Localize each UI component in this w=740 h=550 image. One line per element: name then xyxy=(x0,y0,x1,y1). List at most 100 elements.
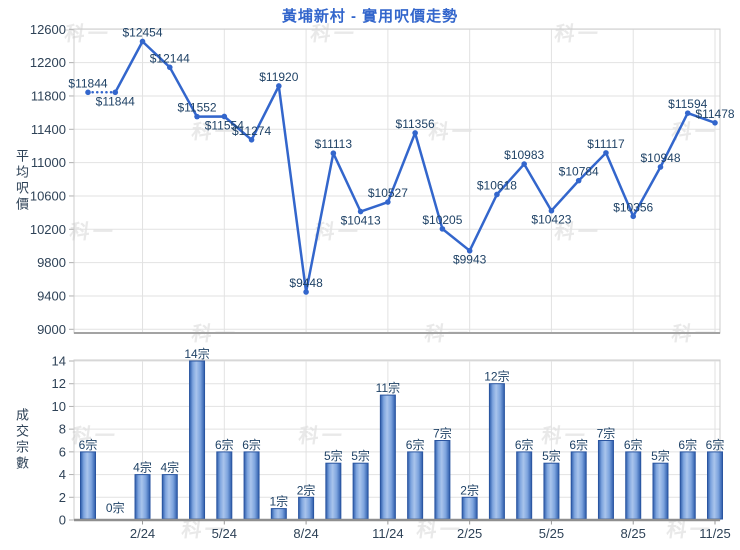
transaction-bar-11[interactable] xyxy=(379,394,396,520)
transaction-bar-8[interactable] xyxy=(298,496,315,520)
y-tick-label: 12 xyxy=(52,376,66,391)
transaction-bar-5[interactable] xyxy=(216,451,233,520)
y-tick-label: 9000 xyxy=(37,322,66,337)
x-tick-label: 2/25 xyxy=(457,526,482,541)
y-axis-title-average-price: 平均呎價 xyxy=(14,149,29,213)
transaction-bar-label: 4宗 xyxy=(160,460,179,475)
price-point-label: $11274 xyxy=(232,124,271,138)
transaction-bar-label: 6宗 xyxy=(678,437,697,452)
transaction-bar-label: 5宗 xyxy=(351,448,370,463)
transaction-bar-21[interactable] xyxy=(652,462,669,520)
price-point-8[interactable] xyxy=(303,289,309,295)
price-point-1[interactable] xyxy=(112,89,119,96)
price-point-label: $10983 xyxy=(504,148,544,162)
price-point-20[interactable] xyxy=(630,213,637,220)
price-point-19[interactable] xyxy=(603,150,609,156)
transaction-bar-9[interactable] xyxy=(325,462,342,520)
transaction-bar-label: 6宗 xyxy=(242,437,261,452)
transaction-bar-0[interactable] xyxy=(80,451,96,520)
price-point-5[interactable] xyxy=(221,113,228,120)
price-point-label: $10413 xyxy=(341,214,381,228)
price-point-3[interactable] xyxy=(166,64,173,71)
transaction-bar-2[interactable] xyxy=(134,474,151,520)
price-line xyxy=(114,40,716,294)
transaction-bar-12[interactable] xyxy=(407,451,424,520)
price-point-label: $11594 xyxy=(668,97,707,111)
price-point-0[interactable] xyxy=(85,89,91,96)
price-point-label: $10423 xyxy=(531,213,571,227)
price-point-label: $10205 xyxy=(422,213,462,227)
price-point-15[interactable] xyxy=(494,191,500,198)
price-point-22[interactable] xyxy=(684,110,691,116)
price-point-9[interactable] xyxy=(330,150,337,157)
y-tick-label: 11800 xyxy=(31,88,66,103)
y-tick-label: 12200 xyxy=(30,55,66,70)
transaction-bar-label: 6宗 xyxy=(406,437,425,452)
price-point-11[interactable] xyxy=(385,199,391,205)
y-tick-label: 10600 xyxy=(30,188,66,203)
price-point-10[interactable] xyxy=(357,208,364,215)
transaction-bar-19[interactable] xyxy=(597,440,614,520)
price-point-17[interactable] xyxy=(548,207,555,214)
price-point-label: $11920 xyxy=(259,70,298,84)
transaction-bar-14[interactable] xyxy=(461,496,478,520)
price-point-label: $11117 xyxy=(587,137,625,151)
y-tick-label: 2 xyxy=(59,490,66,505)
transaction-bar-label: 6宗 xyxy=(215,437,234,452)
transaction-bar-6[interactable] xyxy=(243,451,260,520)
transaction-bar-label: 11宗 xyxy=(376,380,400,395)
price-point-6[interactable] xyxy=(248,137,255,143)
price-point-16[interactable] xyxy=(521,161,527,167)
price-point-21[interactable] xyxy=(657,164,664,170)
price-point-13[interactable] xyxy=(439,226,446,232)
price-point-14[interactable] xyxy=(466,247,473,254)
transaction-bar-7[interactable] xyxy=(270,508,287,520)
transaction-bar-15[interactable] xyxy=(488,383,505,520)
price-point-4[interactable] xyxy=(194,113,200,120)
y-tick-label: 4 xyxy=(59,467,66,482)
transaction-bar-label: 6宗 xyxy=(624,437,643,452)
y-tick-label: 8 xyxy=(59,422,66,437)
transaction-bar-4[interactable] xyxy=(189,360,206,520)
transaction-bar-label: 5宗 xyxy=(651,448,670,463)
y-tick-label: 12600 xyxy=(30,22,66,37)
transaction-bar-label: 6宗 xyxy=(515,437,534,452)
price-point-label: $10948 xyxy=(640,151,680,165)
transaction-bar-label: 4宗 xyxy=(133,460,152,475)
transaction-bar-16[interactable] xyxy=(516,451,533,520)
transaction-bar-13[interactable] xyxy=(434,440,451,520)
transaction-bar-17[interactable] xyxy=(543,462,560,520)
price-point-23[interactable] xyxy=(712,120,718,126)
x-tick-label: 11/24 xyxy=(372,526,404,541)
price-point-label: $10356 xyxy=(613,200,653,214)
transaction-bar-label: 2宗 xyxy=(297,482,316,497)
y-tick-label: 11000 xyxy=(31,155,66,170)
transaction-bar-22[interactable] xyxy=(679,451,696,520)
price-point-7[interactable] xyxy=(276,83,282,89)
price-point-label: $11478 xyxy=(695,107,734,121)
y-tick-label: 9800 xyxy=(37,255,66,270)
transaction-bar-23[interactable] xyxy=(707,451,723,520)
price-point-label: $12454 xyxy=(122,25,162,39)
transaction-bar-3[interactable] xyxy=(161,474,178,520)
price-point-label: $11552 xyxy=(177,101,216,115)
price-line-plot: 9000 9400 9800 10200 10600 11000 11400 11800 122… xyxy=(30,22,735,337)
price-point-label: $11356 xyxy=(396,117,435,131)
price-point-2[interactable] xyxy=(139,38,146,45)
price-point-18[interactable] xyxy=(575,177,582,184)
y-tick-label: 11400 xyxy=(31,122,66,137)
y-tick-label: 14 xyxy=(52,354,66,369)
transaction-bar-plot: 0 2 4 6 8 10 12 14 6宗 0宗 4宗 4宗 14宗 6宗 6宗 1宗 2宗 5宗 5宗 11宗 6宗 7… xyxy=(52,346,731,541)
price-point-label: $11554 xyxy=(205,118,244,132)
price-point-label: $9448 xyxy=(289,276,323,290)
transaction-bar-label: 2宗 xyxy=(460,482,479,497)
price-point-label: $10527 xyxy=(368,186,408,200)
price-point-12[interactable] xyxy=(412,130,418,136)
x-tick-label: 5/24 xyxy=(212,526,237,541)
transaction-bar-18[interactable] xyxy=(570,451,587,520)
transaction-bar-20[interactable] xyxy=(625,451,642,520)
transaction-bar-label: 7宗 xyxy=(433,426,452,441)
y-tick-label: 6 xyxy=(59,444,66,459)
transaction-bar-10[interactable] xyxy=(352,462,369,520)
